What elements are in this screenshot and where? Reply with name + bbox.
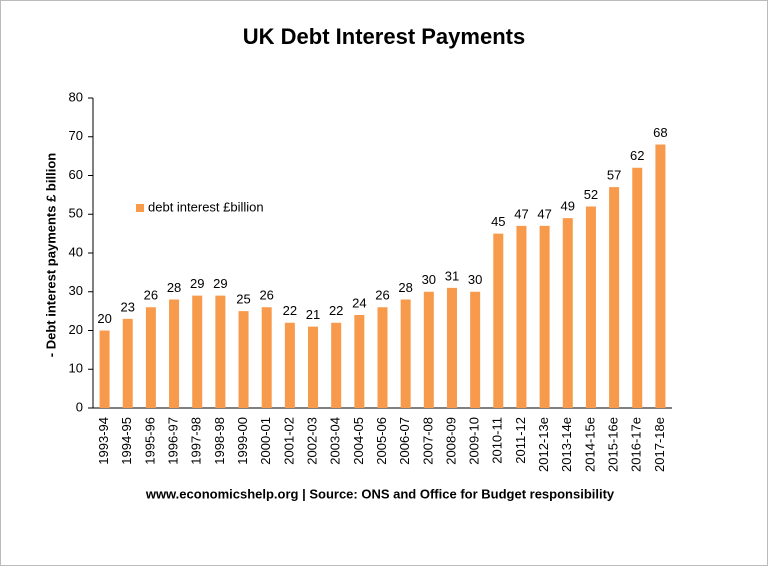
x-tick-label: 2016-17e: [629, 417, 644, 472]
bar: [585, 206, 596, 408]
bar: [470, 291, 481, 408]
bar: [215, 295, 226, 408]
x-tick-label: 2014-15e: [582, 417, 597, 472]
data-label: 62: [630, 148, 644, 163]
x-tick-label: 2008-09: [443, 417, 458, 465]
x-tick-label: 1999-00: [235, 417, 250, 465]
chart-title: UK Debt Interest Payments: [243, 24, 525, 49]
x-tick-label: 1998-98: [212, 417, 227, 465]
y-tick-label: 0: [76, 399, 83, 414]
data-label: 28: [167, 280, 181, 295]
source-note: www.economicshelp.org | Source: ONS and …: [145, 486, 615, 501]
x-tick-label: 1997-98: [189, 417, 204, 465]
x-tick-label: 1994-95: [119, 417, 134, 465]
data-label: 20: [97, 311, 111, 326]
x-tick-label: 2011-12: [513, 417, 528, 464]
x-tick-label: 2015-16e: [606, 417, 621, 472]
data-label: 30: [422, 272, 436, 287]
x-tick-label: 2000-01: [258, 417, 273, 465]
bar: [238, 311, 249, 408]
bar: [192, 295, 203, 408]
y-tick-label: 40: [69, 244, 83, 259]
bar: [539, 225, 550, 408]
y-tick-label: 60: [69, 167, 83, 182]
bar: [446, 287, 457, 408]
data-label: 24: [352, 295, 366, 310]
bar: [331, 322, 342, 408]
data-label: 28: [398, 280, 412, 295]
x-tick-label: 2002-03: [304, 417, 319, 465]
bar: [99, 330, 110, 408]
x-tick-label: 2012-13e: [536, 417, 551, 472]
x-tick-label: 1995-96: [142, 417, 157, 465]
bar: [284, 322, 295, 408]
x-tick-label: 2005-06: [374, 417, 389, 465]
bar: [169, 299, 180, 408]
y-tick-label: 80: [69, 89, 83, 104]
data-label: 45: [491, 214, 505, 229]
x-tick-label: 2013-14e: [559, 417, 574, 472]
y-tick-label: 50: [69, 206, 83, 221]
bar: [400, 299, 411, 408]
bar: [122, 318, 133, 408]
data-label: 47: [514, 206, 528, 221]
bar: [516, 225, 527, 408]
data-label: 22: [329, 303, 343, 318]
data-label: 26: [144, 288, 158, 303]
y-tick-label: 10: [69, 361, 83, 376]
bar: [609, 187, 620, 408]
data-label: 23: [121, 299, 135, 314]
data-label: 31: [445, 268, 459, 283]
data-label: 29: [190, 276, 204, 291]
data-label: 52: [584, 187, 598, 202]
data-label: 26: [375, 288, 389, 303]
bar: [632, 167, 643, 408]
bar: [423, 291, 434, 408]
x-tick-label: 2010-11: [490, 417, 505, 464]
data-label: 29: [213, 276, 227, 291]
x-tick-label: 2006-07: [397, 417, 412, 465]
data-label: 49: [561, 199, 575, 214]
data-label: 26: [259, 288, 273, 303]
bar: [377, 307, 388, 408]
x-tick-label: 2007-08: [420, 417, 435, 465]
data-label: 22: [283, 303, 297, 318]
x-tick-label: 2003-04: [328, 417, 343, 465]
data-label: 21: [306, 307, 320, 322]
data-label: 68: [653, 125, 667, 140]
bar: [261, 307, 272, 408]
bar: [145, 307, 156, 408]
y-tick-label: 20: [69, 322, 83, 337]
data-label: 57: [607, 168, 621, 183]
bar: [562, 218, 573, 408]
y-tick-label: 30: [69, 283, 83, 298]
data-label: 47: [537, 206, 551, 221]
legend-swatch: [136, 204, 144, 212]
x-tick-label: 2009-10: [467, 417, 482, 465]
bar: [655, 144, 666, 408]
y-tick-label: 70: [69, 128, 83, 143]
y-axis-label: - Debt interest payments £ billion: [43, 153, 58, 357]
x-tick-label: 1996-97: [165, 417, 180, 465]
data-label: 25: [236, 292, 250, 307]
legend-label: debt interest £billion: [148, 199, 264, 214]
x-tick-label: 1993-94: [96, 417, 111, 465]
bar: [308, 326, 319, 408]
x-tick-label: 2017-18e: [652, 417, 667, 472]
x-tick-label: 2004-05: [351, 417, 366, 465]
bar: [354, 315, 365, 408]
x-tick-label: 2001-02: [281, 417, 296, 465]
bar: [493, 233, 504, 408]
data-label: 30: [468, 272, 482, 287]
